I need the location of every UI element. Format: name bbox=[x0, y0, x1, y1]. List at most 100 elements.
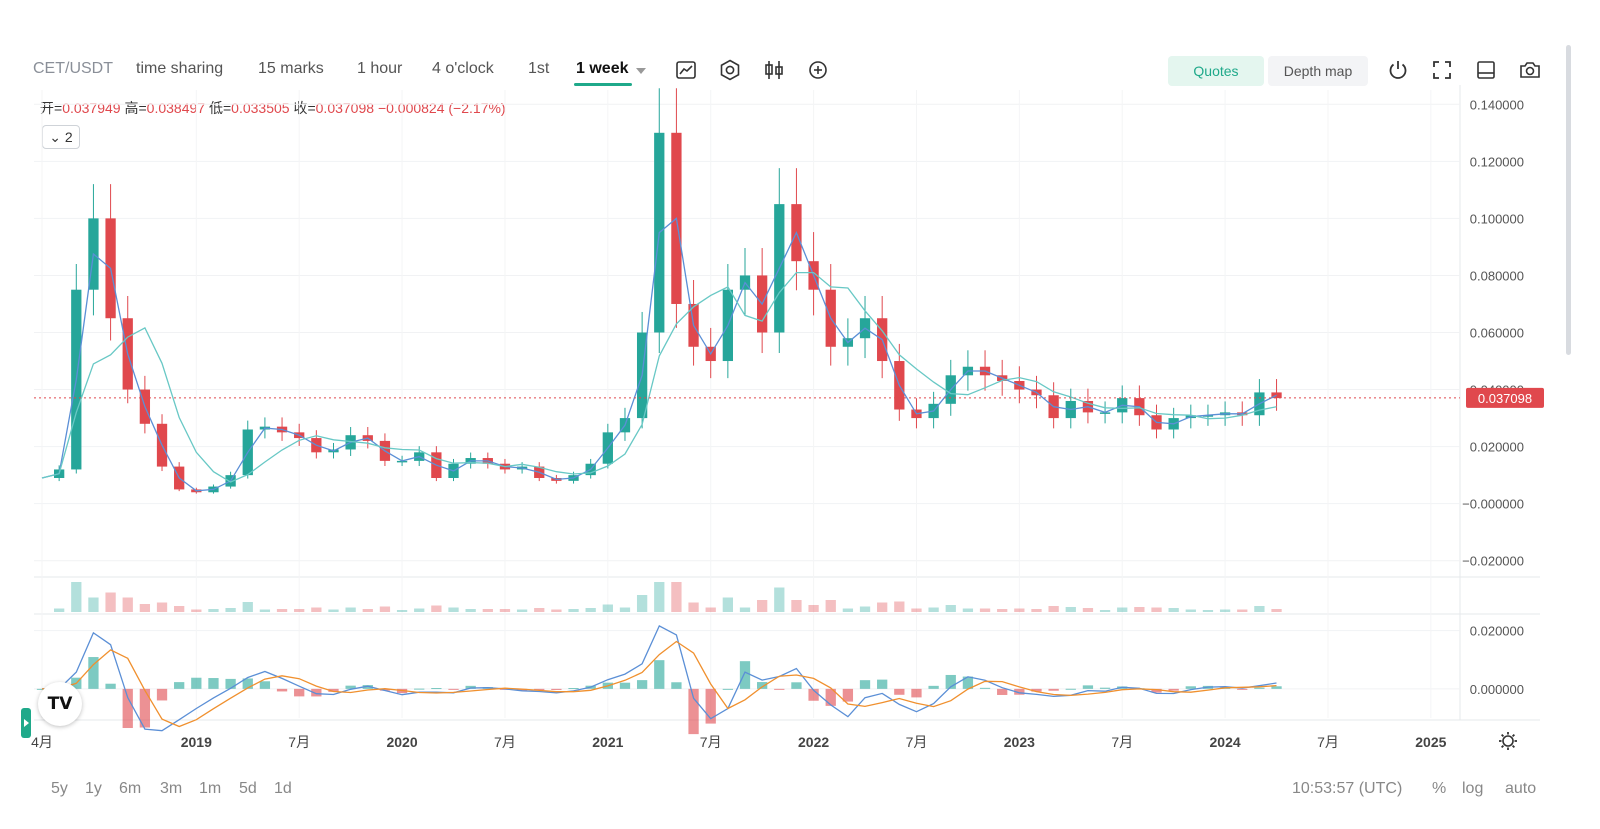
macd-histogram-bar bbox=[242, 678, 253, 689]
interval-1st[interactable]: 1st bbox=[528, 60, 550, 77]
utc-clock: 10:53:57 (UTC) bbox=[1292, 780, 1403, 797]
macd-histogram-bar bbox=[654, 660, 665, 689]
volume-bar bbox=[465, 609, 476, 612]
macd-histogram-bar bbox=[362, 685, 373, 689]
macd-histogram-bar bbox=[1237, 688, 1248, 690]
interval-1-week[interactable]: 1 week bbox=[576, 60, 629, 77]
symbol-label[interactable]: CET/USDT bbox=[33, 60, 113, 77]
volume-bar bbox=[448, 607, 459, 612]
macd-histogram-bar bbox=[345, 685, 356, 689]
add-indicator-icon[interactable] bbox=[806, 58, 830, 82]
macd-histogram-bar bbox=[105, 683, 116, 689]
volume-bar bbox=[1048, 606, 1059, 612]
volume-bar bbox=[739, 607, 751, 612]
interval-4-oclock[interactable]: 4 o'clock bbox=[432, 60, 494, 77]
volume-bar bbox=[1151, 607, 1162, 612]
log-scale-toggle[interactable]: log bbox=[1462, 780, 1484, 797]
interval-15-marks[interactable]: 15 marks bbox=[258, 60, 324, 77]
range-6m[interactable]: 6m bbox=[119, 780, 142, 797]
macd-histogram-bar bbox=[225, 678, 236, 689]
auto-scale-toggle[interactable]: auto bbox=[1505, 780, 1537, 797]
range-5y[interactable]: 5y bbox=[51, 780, 68, 797]
fullscreen-icon[interactable] bbox=[1430, 58, 1454, 82]
volume-bar bbox=[842, 608, 854, 612]
time-tick-label: 7月 bbox=[906, 734, 928, 750]
volume-bar bbox=[997, 609, 1008, 612]
macd-histogram-bar bbox=[688, 688, 699, 735]
volume-bar bbox=[1065, 607, 1076, 612]
volume-bar bbox=[757, 600, 768, 612]
volume-bar bbox=[1134, 607, 1145, 612]
range-1d[interactable]: 1d bbox=[274, 780, 292, 797]
macd-histogram-bar bbox=[191, 677, 202, 689]
ma-slow-line bbox=[41, 271, 1277, 483]
macd-histogram-bar bbox=[551, 688, 562, 690]
macd-histogram-bar bbox=[1151, 688, 1162, 693]
volume-bar bbox=[1254, 606, 1265, 612]
volume-bar bbox=[174, 606, 185, 612]
volume-bar bbox=[1271, 609, 1282, 612]
volume-bar bbox=[877, 602, 888, 612]
interval-dropdown-caret-icon[interactable] bbox=[636, 68, 646, 74]
camera-snapshot-icon[interactable] bbox=[1518, 58, 1542, 82]
volume-bar bbox=[122, 597, 133, 612]
interval-1-hour[interactable]: 1 hour bbox=[357, 60, 403, 77]
time-tick-label: 7月 bbox=[700, 734, 722, 750]
macd-histogram-bar bbox=[1082, 685, 1094, 689]
macd-histogram-bar bbox=[894, 688, 905, 695]
macd-histogram-bar bbox=[414, 688, 425, 690]
time-tick-label: 2019 bbox=[181, 734, 212, 750]
macd-histogram-bar bbox=[156, 688, 168, 701]
volume-bar bbox=[791, 600, 802, 612]
macd-histogram-bar bbox=[979, 687, 991, 689]
range-5d[interactable]: 5d bbox=[239, 780, 257, 797]
power-icon[interactable] bbox=[1386, 58, 1410, 82]
macd-histogram-bar bbox=[259, 681, 271, 689]
volume-bar bbox=[156, 602, 168, 612]
volume-bar bbox=[88, 597, 99, 612]
range-1y[interactable]: 1y bbox=[85, 780, 102, 797]
volume-bar bbox=[654, 582, 665, 612]
volume-bar bbox=[859, 606, 871, 612]
panel-layout-icon[interactable] bbox=[1474, 58, 1498, 82]
macd-histogram-bar bbox=[859, 680, 871, 689]
settings-gear-icon[interactable] bbox=[718, 58, 742, 82]
axis-settings-icon[interactable] bbox=[1502, 735, 1514, 747]
ma-fast-line bbox=[41, 217, 1277, 492]
bottom-bar: 5y 1y 6m 3m 1m 5d 1d 10:53:57 (UTC) % lo… bbox=[0, 776, 1540, 806]
price-tick-label: 0.100000 bbox=[1470, 211, 1524, 226]
macd-histogram-bar bbox=[1065, 688, 1076, 690]
axis-settings-icon-tooth bbox=[1511, 733, 1516, 738]
macd-histogram-bar bbox=[122, 688, 133, 729]
volume-bar bbox=[139, 604, 151, 612]
macd-histogram-bar bbox=[842, 688, 854, 702]
macd-histogram-bar bbox=[379, 688, 391, 691]
volume-bar bbox=[311, 607, 322, 612]
macd-histogram-bar bbox=[928, 685, 939, 689]
macd-histogram-bar bbox=[877, 679, 888, 689]
vertical-scrollbar[interactable] bbox=[1566, 45, 1571, 355]
indicator-chart-icon[interactable] bbox=[674, 58, 698, 82]
macd-histogram-bar bbox=[1099, 687, 1111, 689]
macd-histogram-bar bbox=[1254, 687, 1265, 689]
quotes-button[interactable]: Quotes bbox=[1168, 56, 1264, 86]
volume-bar bbox=[345, 607, 356, 612]
macd-tick-label: 0.000000 bbox=[1470, 682, 1524, 697]
time-tick-label: 2023 bbox=[1004, 734, 1035, 750]
range-1m[interactable]: 1m bbox=[199, 780, 222, 797]
interval-time-sharing[interactable]: time sharing bbox=[136, 60, 224, 77]
volume-bar bbox=[1237, 609, 1248, 612]
candlestick-type-icon[interactable] bbox=[762, 58, 786, 82]
volume-bar bbox=[636, 595, 648, 612]
macd-histogram-bar bbox=[294, 688, 305, 697]
range-3m[interactable]: 3m bbox=[160, 780, 183, 797]
volume-bar bbox=[1082, 608, 1094, 612]
volume-bar bbox=[671, 582, 682, 612]
percent-scale-toggle[interactable]: % bbox=[1432, 780, 1447, 797]
volume-bar bbox=[191, 609, 202, 612]
price-tick-label: −0.020000 bbox=[1462, 554, 1524, 569]
volume-bar bbox=[688, 602, 699, 612]
side-panel-toggle[interactable] bbox=[21, 708, 31, 738]
depth-map-button[interactable]: Depth map bbox=[1268, 56, 1368, 86]
